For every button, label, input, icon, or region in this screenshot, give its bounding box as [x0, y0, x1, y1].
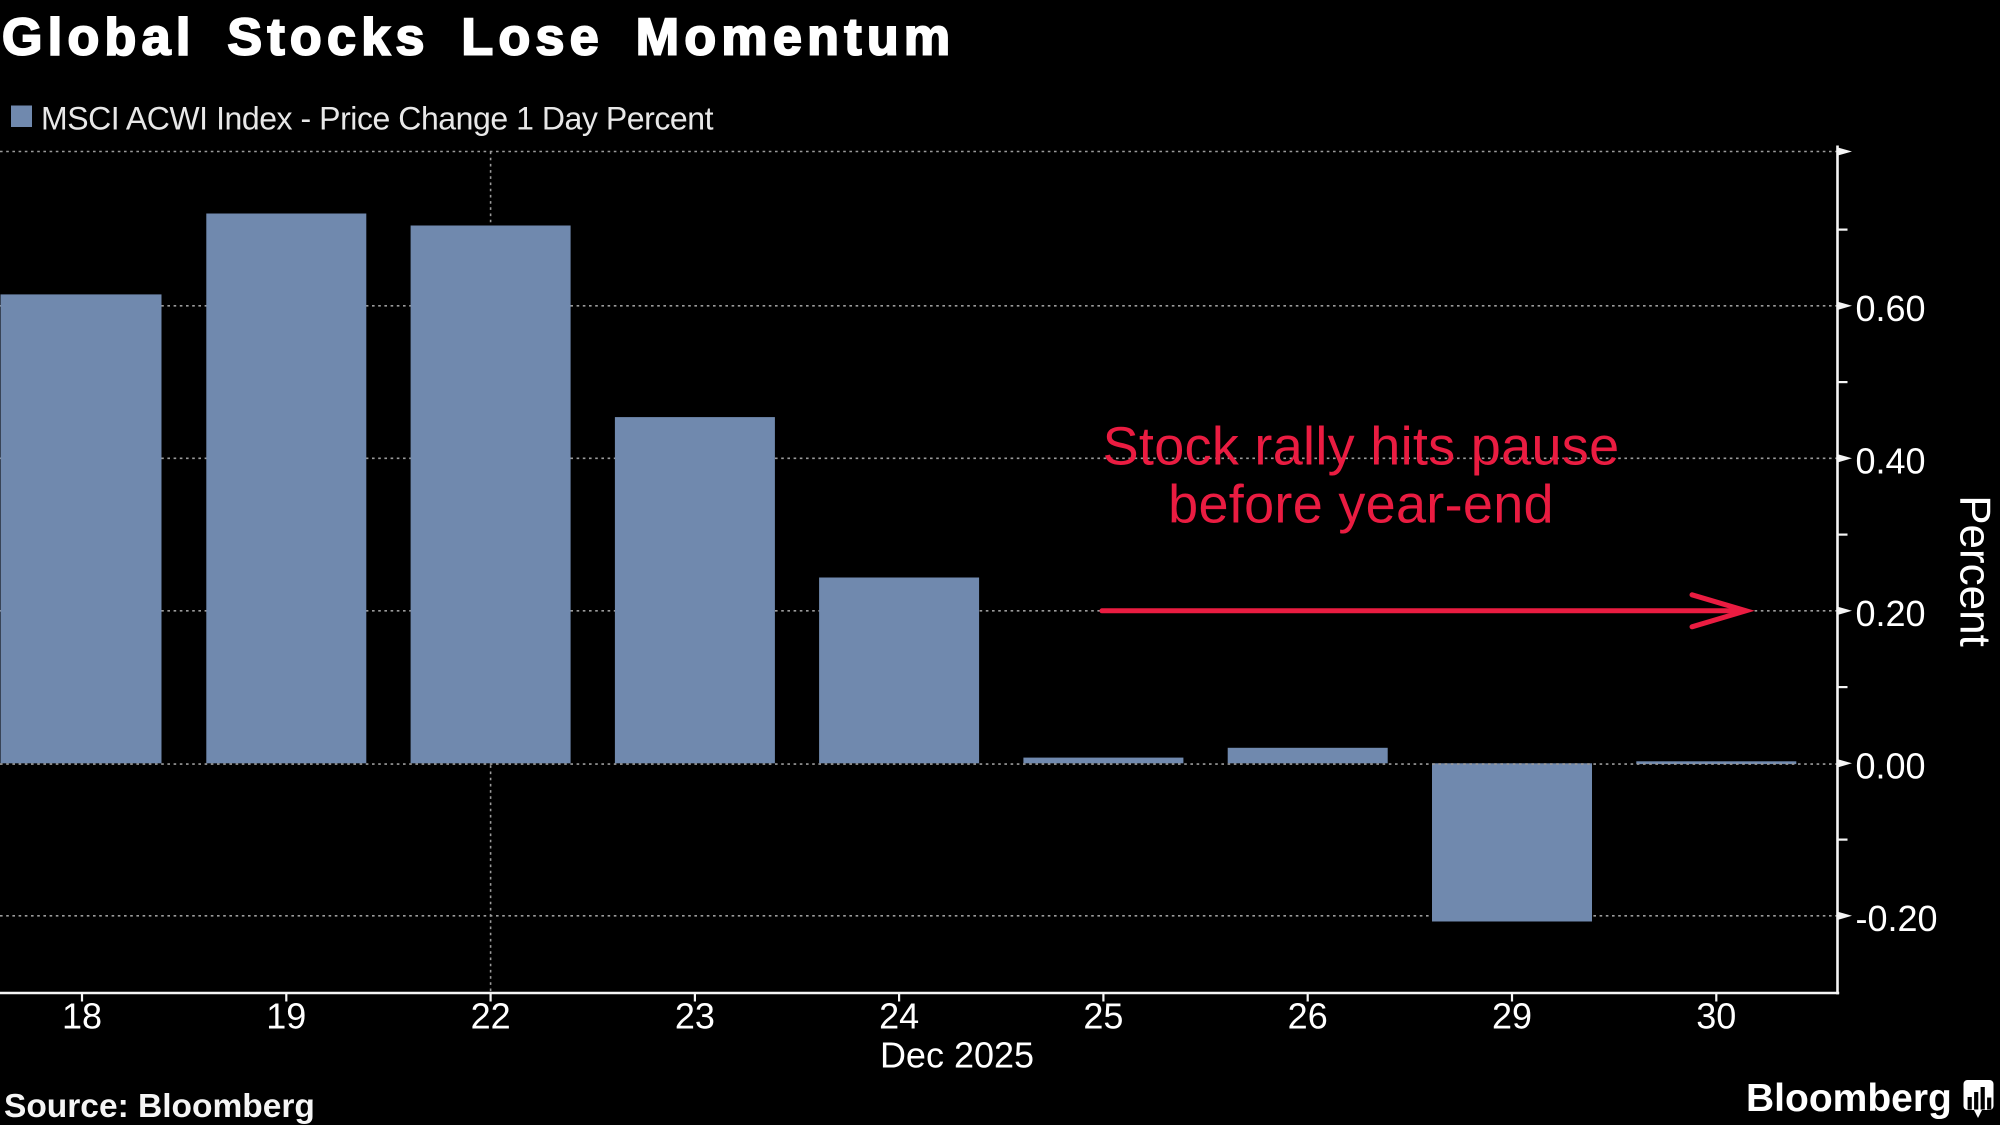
svg-text:MSCI ACWI Index - Price Change: MSCI ACWI Index - Price Change 1 Day Per… [41, 101, 714, 137]
svg-text:26: 26 [1288, 996, 1328, 1037]
svg-text:-0.20: -0.20 [1856, 898, 1938, 939]
svg-text:Bloomberg: Bloomberg [1746, 1077, 1952, 1120]
svg-text:0.60: 0.60 [1856, 288, 1926, 329]
svg-text:Global Stocks Lose Momentum: Global Stocks Lose Momentum [2, 9, 955, 67]
svg-text:25: 25 [1083, 996, 1123, 1037]
svg-text:29: 29 [1492, 996, 1532, 1037]
svg-text:0.00: 0.00 [1856, 745, 1926, 786]
svg-text:Percent: Percent [1951, 495, 2000, 647]
svg-text:18: 18 [62, 996, 102, 1037]
svg-text:23: 23 [675, 996, 715, 1037]
svg-text:0.40: 0.40 [1856, 440, 1926, 481]
svg-text:Stock rally hits pause: Stock rally hits pause [1103, 417, 1620, 477]
svg-text:before year-end: before year-end [1168, 475, 1554, 535]
svg-text:24: 24 [879, 996, 919, 1037]
svg-text:19: 19 [266, 996, 306, 1037]
svg-text:0.20: 0.20 [1856, 593, 1926, 634]
svg-text:22: 22 [471, 996, 511, 1037]
svg-text:Source: Bloomberg: Source: Bloomberg [4, 1088, 315, 1125]
svg-text:30: 30 [1696, 996, 1736, 1037]
svg-text:Dec 2025: Dec 2025 [880, 1035, 1034, 1076]
